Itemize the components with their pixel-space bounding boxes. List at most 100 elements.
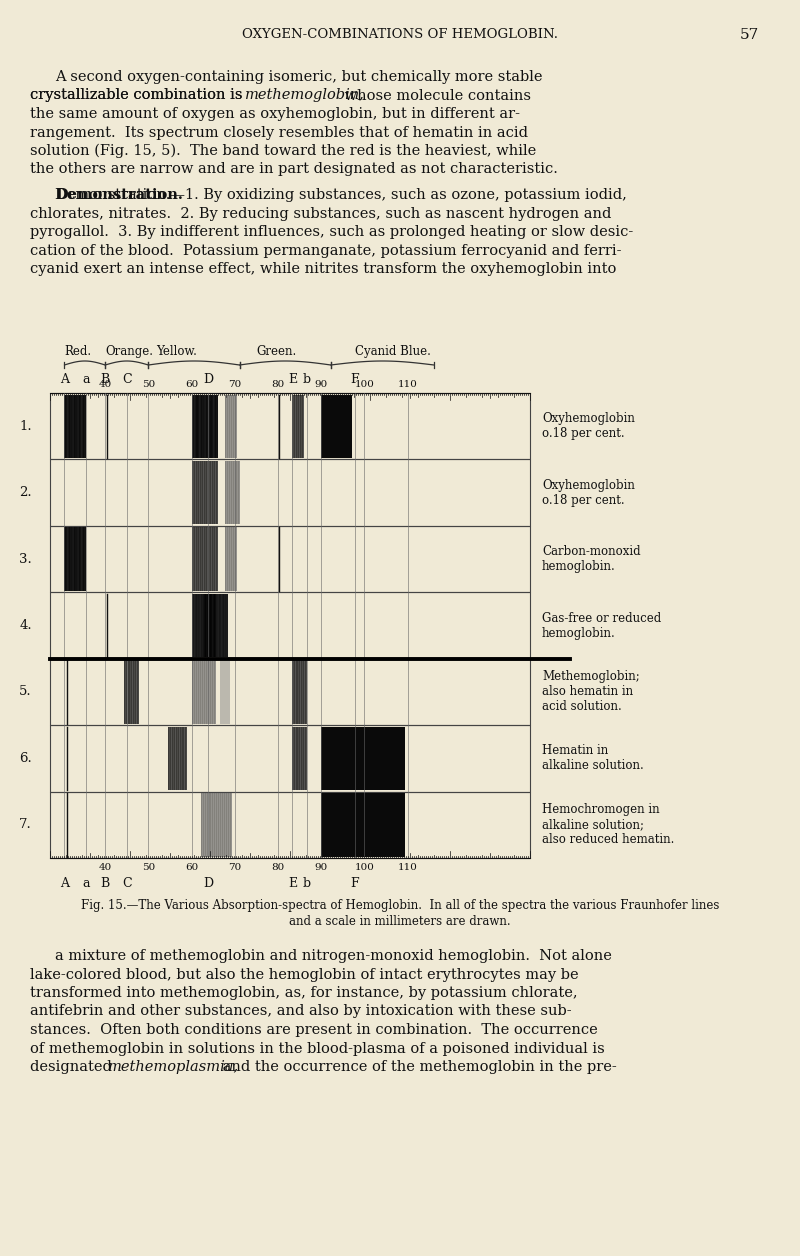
Text: Oxyhemoglobin
o.18 per cent.: Oxyhemoglobin o.18 per cent.	[542, 412, 635, 440]
Text: transformed into methemoglobin, as, for instance, by potassium chlorate,: transformed into methemoglobin, as, for …	[30, 986, 578, 1000]
Text: lake-colored blood, but also the hemoglobin of intact erythrocytes may be: lake-colored blood, but also the hemoglo…	[30, 967, 578, 981]
Text: E: E	[288, 373, 297, 386]
Bar	[192, 528, 218, 590]
Bar	[125, 661, 139, 723]
Text: 90: 90	[314, 863, 328, 872]
Text: b: b	[302, 373, 311, 386]
Bar	[220, 661, 230, 723]
Text: 4.: 4.	[19, 619, 32, 632]
Bar	[321, 394, 352, 458]
Text: 1.: 1.	[19, 420, 32, 433]
Bar	[321, 727, 405, 790]
Bar	[293, 661, 306, 723]
Text: 90: 90	[314, 381, 328, 389]
Text: C: C	[122, 877, 132, 891]
Bar	[321, 793, 405, 857]
Text: 57: 57	[740, 28, 759, 41]
Bar	[203, 594, 216, 657]
Text: chlorates, nitrates.  2. By reducing substances, such as nascent hydrogen and: chlorates, nitrates. 2. By reducing subs…	[30, 207, 611, 221]
Text: 2.: 2.	[19, 486, 32, 499]
Bar	[50, 460, 530, 526]
Bar	[202, 793, 232, 857]
Text: whose molecule contains: whose molecule contains	[340, 88, 531, 103]
Text: b: b	[302, 877, 311, 891]
Text: 110: 110	[398, 381, 418, 389]
Text: 100: 100	[354, 381, 374, 389]
Text: 80: 80	[271, 863, 285, 872]
Bar	[50, 725, 530, 791]
Text: antifebrin and other substances, and also by intoxication with these sub-: antifebrin and other substances, and als…	[30, 1005, 572, 1019]
Text: Yellow.: Yellow.	[155, 345, 197, 358]
Text: designated: designated	[30, 1060, 117, 1074]
Bar	[192, 461, 218, 524]
Text: cyanid exert an intense effect, while nitrites transform the oxyhemoglobin into: cyanid exert an intense effect, while ni…	[30, 263, 616, 276]
Text: C: C	[122, 373, 132, 386]
Text: Red.: Red.	[64, 345, 91, 358]
Bar	[293, 394, 304, 458]
Text: E: E	[288, 877, 297, 891]
Text: Demonstration.—1. By oxidizing substances, such as ozone, potassium iodid,: Demonstration.—1. By oxidizing substance…	[55, 188, 627, 202]
Bar	[64, 394, 86, 458]
Text: solution (Fig. 15, 5).  The band toward the red is the heaviest, while: solution (Fig. 15, 5). The band toward t…	[30, 144, 536, 158]
Text: 80: 80	[271, 381, 285, 389]
Text: Orange.: Orange.	[106, 345, 154, 358]
Text: the others are narrow and are in part designated as not characteristic.: the others are narrow and are in part de…	[30, 162, 558, 177]
Text: B: B	[101, 373, 110, 386]
Text: 3.: 3.	[19, 553, 32, 565]
Text: a: a	[82, 373, 90, 386]
Text: crystallizable combination is methemoglobin,: crystallizable combination is methemoglo…	[30, 88, 366, 103]
Bar	[226, 394, 237, 458]
Bar	[168, 727, 186, 790]
Text: 110: 110	[398, 863, 418, 872]
Text: stances.  Often both conditions are present in combination.  The occurrence: stances. Often both conditions are prese…	[30, 1022, 598, 1037]
Bar	[192, 594, 227, 657]
Text: Hematin in
alkaline solution.: Hematin in alkaline solution.	[542, 745, 644, 772]
Bar	[226, 461, 240, 524]
Text: Demonstration.: Demonstration.	[55, 188, 183, 202]
Text: methemoglobin,: methemoglobin,	[245, 88, 365, 103]
Text: 60: 60	[185, 381, 198, 389]
Text: 100: 100	[354, 863, 374, 872]
Bar	[50, 791, 530, 858]
Bar	[64, 528, 86, 590]
Text: a: a	[82, 877, 90, 891]
Text: 6.: 6.	[19, 752, 32, 765]
Bar	[226, 528, 237, 590]
Text: A: A	[60, 877, 69, 891]
Text: of methemoglobin in solutions in the blood-plasma of a poisoned individual is: of methemoglobin in solutions in the blo…	[30, 1041, 605, 1055]
Text: pyrogallol.  3. By indifferent influences, such as prolonged heating or slow des: pyrogallol. 3. By indifferent influences…	[30, 225, 634, 240]
Text: Carbon-monoxid
hemoglobin.: Carbon-monoxid hemoglobin.	[542, 545, 641, 573]
Text: D: D	[203, 877, 214, 891]
Text: rangement.  Its spectrum closely resembles that of hematin in acid: rangement. Its spectrum closely resemble…	[30, 126, 528, 139]
Text: A second oxygen-containing isomeric, but chemically more stable: A second oxygen-containing isomeric, but…	[55, 70, 542, 84]
Text: 5.: 5.	[19, 686, 32, 698]
Text: Fig. 15.—The Various Absorption-spectra of Hemoglobin.  In all of the spectra th: Fig. 15.—The Various Absorption-spectra …	[81, 899, 719, 912]
Text: D: D	[203, 373, 214, 386]
Text: crystallizable combination is: crystallizable combination is	[30, 88, 247, 103]
Text: crystallizable combination is: crystallizable combination is	[30, 88, 247, 103]
Text: Methemoglobin;
also hematin in
acid solution.: Methemoglobin; also hematin in acid solu…	[542, 671, 640, 713]
Text: OXYGEN-COMBINATIONS OF HEMOGLOBIN.: OXYGEN-COMBINATIONS OF HEMOGLOBIN.	[242, 28, 558, 41]
Text: a mixture of methemoglobin and nitrogen-monoxid hemoglobin.  Not alone: a mixture of methemoglobin and nitrogen-…	[55, 950, 612, 963]
Text: and a scale in millimeters are drawn.: and a scale in millimeters are drawn.	[289, 916, 511, 928]
Text: 7.: 7.	[19, 819, 32, 831]
Text: 60: 60	[185, 863, 198, 872]
Bar	[50, 593, 530, 658]
Bar	[293, 727, 306, 790]
Text: 50: 50	[142, 863, 155, 872]
Text: Green.: Green.	[256, 345, 297, 358]
Text: Hemochromogen in
alkaline solution;
also reduced hematin.: Hemochromogen in alkaline solution; also…	[542, 804, 674, 847]
Text: F: F	[350, 877, 359, 891]
Bar	[50, 658, 530, 725]
Text: the same amount of oxygen as oxyhemoglobin, but in different ar-: the same amount of oxygen as oxyhemoglob…	[30, 107, 520, 121]
Bar	[50, 393, 530, 460]
Text: B: B	[101, 877, 110, 891]
Text: F: F	[350, 373, 359, 386]
Text: Gas-free or reduced
hemoglobin.: Gas-free or reduced hemoglobin.	[542, 612, 662, 639]
Text: 40: 40	[98, 381, 112, 389]
Text: 70: 70	[228, 381, 242, 389]
Text: and the occurrence of the methemoglobin in the pre-: and the occurrence of the methemoglobin …	[218, 1060, 617, 1074]
Text: 40: 40	[98, 863, 112, 872]
Text: 70: 70	[228, 863, 242, 872]
Text: cation of the blood.  Potassium permanganate, potassium ferrocyanid and ferri-: cation of the blood. Potassium permangan…	[30, 244, 622, 257]
